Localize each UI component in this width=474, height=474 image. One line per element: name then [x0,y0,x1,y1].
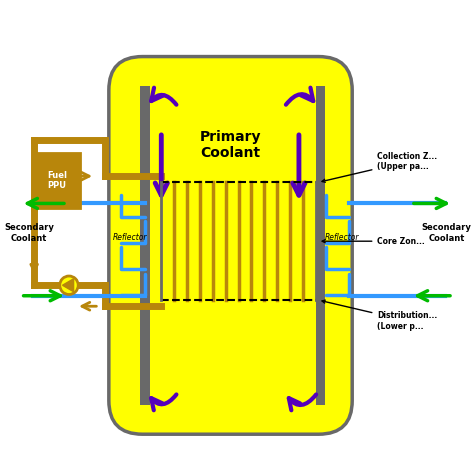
Bar [140,86,149,405]
Text: Secondary
Coolant: Secondary Coolant [4,223,54,243]
Text: Primary
Coolant: Primary Coolant [200,129,261,160]
Bar [34,153,80,208]
Text: Collection Z...
(Upper pa...: Collection Z... (Upper pa... [322,152,438,182]
Text: Secondary
Coolant: Secondary Coolant [422,223,472,243]
Bar [316,86,325,405]
Text: Fuel
PPU: Fuel PPU [47,171,67,190]
FancyBboxPatch shape [109,56,352,434]
Text: Reflector: Reflector [325,233,359,241]
Text: Distribution...
(Lower p...: Distribution... (Lower p... [322,300,438,331]
Text: Reflector: Reflector [112,233,147,241]
Circle shape [60,276,78,294]
Text: Core Zon...: Core Zon... [322,237,425,246]
Polygon shape [63,279,73,292]
